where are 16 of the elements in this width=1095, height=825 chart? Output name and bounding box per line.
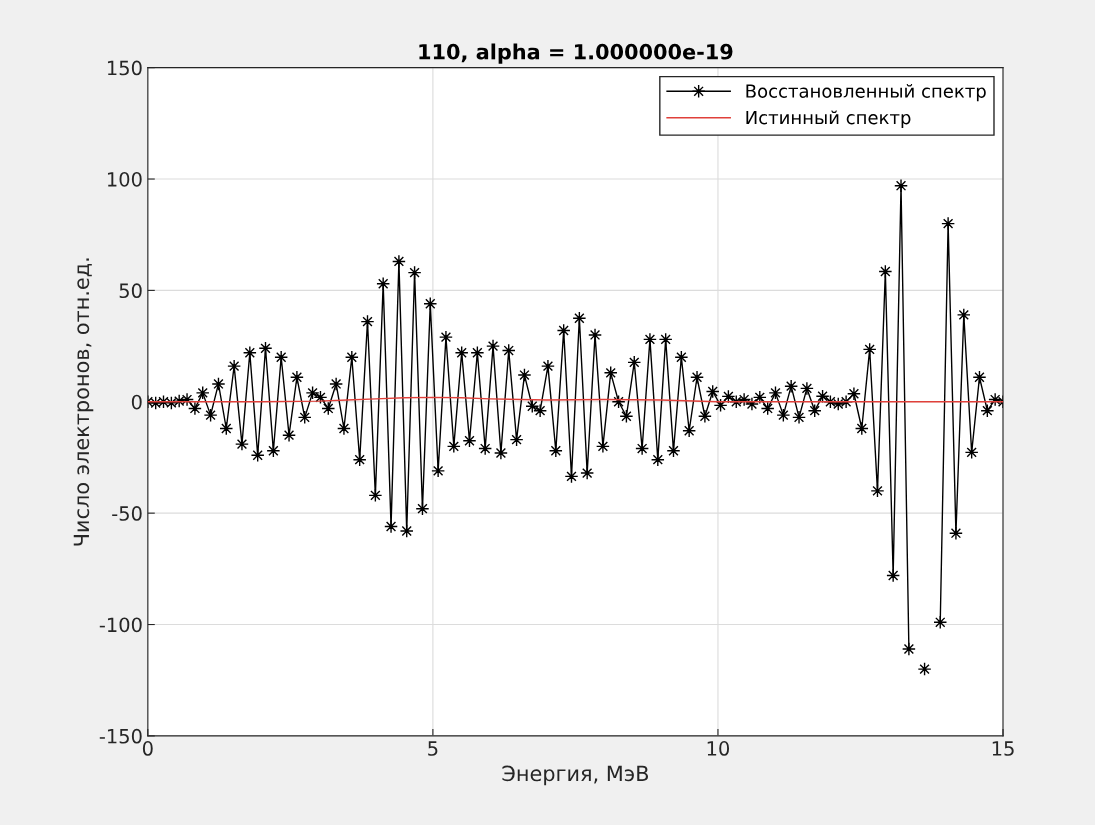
x-tick-label: 15 <box>992 741 1014 756</box>
y-tick-label: -100 <box>99 617 142 633</box>
y-tick-label: 150 <box>107 60 142 76</box>
legend-label: Восстановленный спектр <box>746 83 986 102</box>
x-tick-label: 5 <box>428 741 438 756</box>
chart-title: 110, alpha = 1.000000e-19 <box>419 43 733 64</box>
y-axis-title: Число электронов, отн.ед. <box>73 258 94 546</box>
x-tick-label: 0 <box>142 741 153 756</box>
y-tick-label: 100 <box>107 171 142 187</box>
legend-label: Истинный спектр <box>746 110 911 128</box>
y-tick-label: -150 <box>99 728 142 744</box>
y-tick-label: -50 <box>112 506 142 521</box>
y-tick-label: 0 <box>131 394 142 410</box>
x-tick-label: 10 <box>707 741 730 756</box>
x-axis-title: Энергия, МэВ <box>502 765 649 786</box>
y-tick-label: 50 <box>119 283 142 299</box>
